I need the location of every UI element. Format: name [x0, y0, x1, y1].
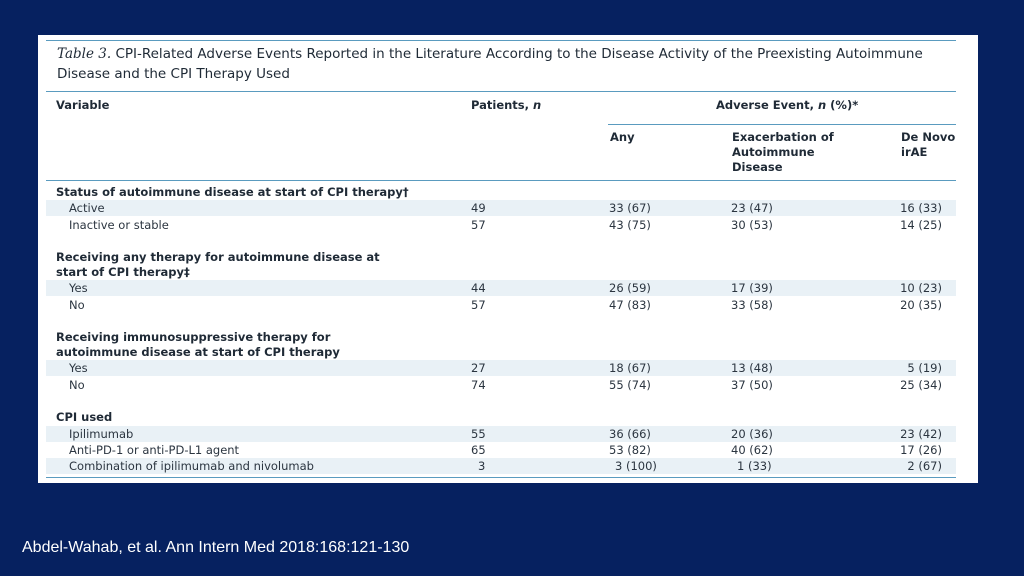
table-row: Inactive or stable 57 43 (75) 30 (53) 14…	[46, 217, 956, 233]
row-any: 3 (100)	[615, 459, 657, 473]
header-adverse-prefix: Adverse Event,	[716, 98, 818, 112]
table-title-text: CPI-Related Adverse Events Reported in t…	[57, 46, 923, 82]
header-adverse-suffix: (%)*	[826, 98, 859, 112]
row-any: 55 (74)	[609, 378, 651, 392]
header-variable: Variable	[56, 98, 110, 112]
table-row: Anti-PD-1 or anti-PD-L1 agent 65 53 (82)…	[46, 442, 956, 458]
row-de-novo: 10 (23)	[900, 281, 942, 295]
row-any: 26 (59)	[609, 281, 651, 295]
row-patients: 55	[471, 427, 486, 441]
header-adverse-event: Adverse Event, n (%)*	[716, 98, 858, 113]
row-patients: 3	[478, 459, 486, 473]
section-title-cpi-used: CPI used	[56, 410, 113, 424]
row-any: 47 (83)	[609, 298, 651, 312]
body-rule	[46, 180, 956, 181]
table-row: Ipilimumab 55 36 (66) 20 (36) 23 (42)	[46, 426, 956, 442]
row-any: 18 (67)	[609, 361, 651, 375]
row-label: Ipilimumab	[69, 427, 134, 441]
row-de-novo: 20 (35)	[900, 298, 942, 312]
table-row: Active 49 33 (67) 23 (47) 16 (33)	[46, 200, 956, 216]
row-de-novo: 2 (67)	[907, 459, 942, 473]
row-label: No	[69, 378, 85, 392]
row-de-novo: 5 (19)	[907, 361, 942, 375]
bottom-rule	[46, 477, 956, 478]
row-patients: 65	[471, 443, 486, 457]
row-exacerbation: 37 (50)	[731, 378, 773, 392]
row-patients: 57	[471, 298, 486, 312]
row-de-novo: 23 (42)	[900, 427, 942, 441]
header-rule	[46, 91, 956, 92]
row-any: 33 (67)	[609, 201, 651, 215]
section-title-any-therapy: Receiving any therapy for autoimmune dis…	[56, 250, 380, 279]
row-label: Yes	[69, 281, 88, 295]
row-de-novo: 17 (26)	[900, 443, 942, 457]
row-patients: 27	[471, 361, 486, 375]
row-label: Yes	[69, 361, 88, 375]
table-row: Combination of ipilimumab and nivolumab …	[46, 458, 956, 474]
row-label: Active	[69, 201, 105, 215]
header-patients-prefix: Patients,	[471, 98, 534, 112]
row-patients: 57	[471, 218, 486, 232]
row-label: No	[69, 298, 85, 312]
row-exacerbation: 20 (36)	[731, 427, 773, 441]
row-any: 53 (82)	[609, 443, 651, 457]
row-patients: 49	[471, 201, 486, 215]
row-label: Inactive or stable	[69, 218, 169, 232]
row-exacerbation: 17 (39)	[731, 281, 773, 295]
table-row: No 74 55 (74) 37 (50) 25 (34)	[46, 377, 956, 393]
row-any: 36 (66)	[609, 427, 651, 441]
row-exacerbation: 1 (33)	[737, 459, 772, 473]
row-patients: 44	[471, 281, 486, 295]
header-any: Any	[610, 130, 635, 144]
citation: Abdel-Wahab, et al. Ann Intern Med 2018:…	[22, 539, 410, 556]
row-exacerbation: 30 (53)	[731, 218, 773, 232]
row-patients: 74	[471, 378, 486, 392]
section-title-disease-status: Status of autoimmune disease at start of…	[56, 185, 409, 199]
row-any: 43 (75)	[609, 218, 651, 232]
row-label: Anti-PD-1 or anti-PD-L1 agent	[69, 443, 240, 457]
row-label: Combination of ipilimumab and nivolumab	[69, 459, 314, 473]
row-exacerbation: 13 (48)	[731, 361, 773, 375]
section-title-immunosuppressive: Receiving immunosuppressive therapy for …	[56, 330, 340, 359]
header-patients: Patients, n	[471, 98, 541, 113]
table-row: Yes 27 18 (67) 13 (48) 5 (19)	[46, 360, 956, 376]
header-exacerbation: Exacerbation of Autoimmune Disease	[732, 130, 834, 174]
table-number: Table 3.	[57, 46, 112, 62]
row-exacerbation: 23 (47)	[731, 201, 773, 215]
top-rule	[46, 40, 956, 41]
adverse-subheader-rule	[608, 124, 956, 125]
row-de-novo: 25 (34)	[900, 378, 942, 392]
table-panel: Table 3. CPI-Related Adverse Events Repo…	[38, 35, 978, 483]
row-exacerbation: 40 (62)	[731, 443, 773, 457]
row-de-novo: 14 (25)	[900, 218, 942, 232]
header-de-novo: De Novo irAE	[901, 130, 956, 159]
row-de-novo: 16 (33)	[900, 201, 942, 215]
row-exacerbation: 33 (58)	[731, 298, 773, 312]
header-adverse-n: n	[817, 98, 827, 112]
table-row: No 57 47 (83) 33 (58) 20 (35)	[46, 297, 956, 313]
header-patients-n: n	[533, 98, 542, 112]
table-row: Yes 44 26 (59) 17 (39) 10 (23)	[46, 280, 956, 296]
table-title: Table 3. CPI-Related Adverse Events Repo…	[57, 44, 937, 84]
